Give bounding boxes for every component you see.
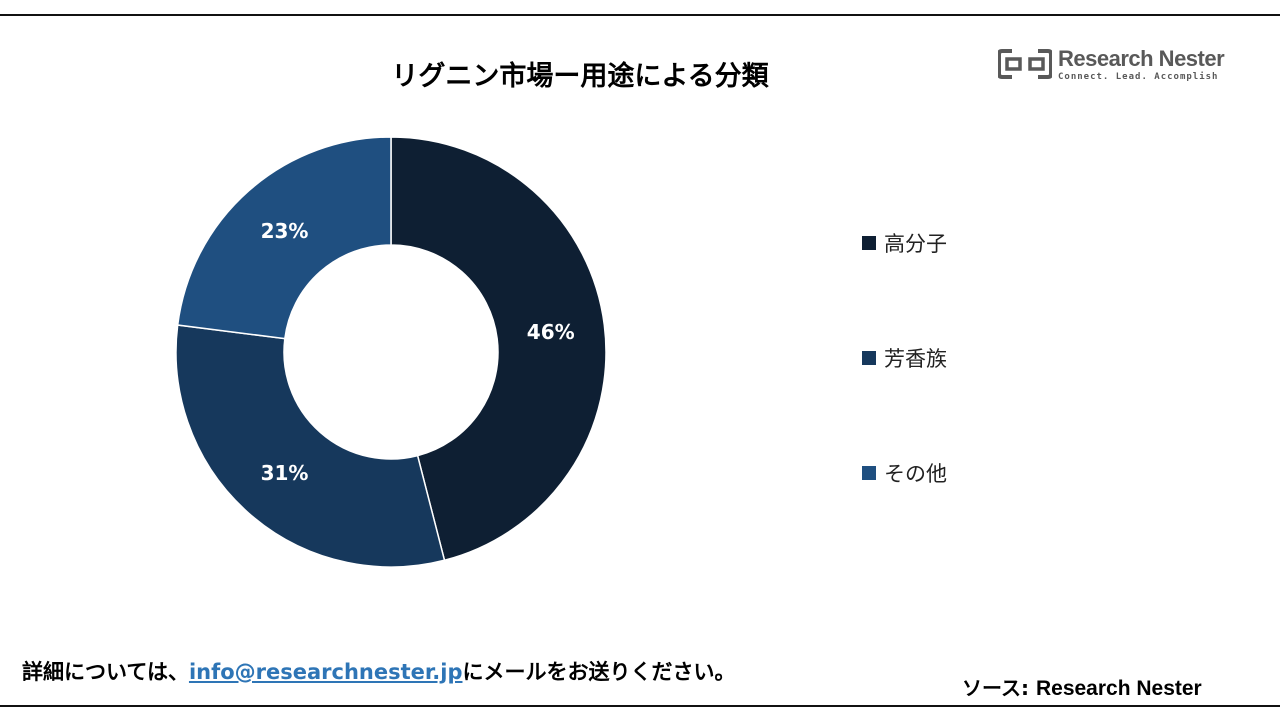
slice-aromatic — [175, 324, 446, 568]
legend-label-polymer: 高分子 — [884, 232, 947, 256]
logo-name: Research Nester — [1058, 46, 1225, 71]
legend-swatch-other — [862, 466, 876, 480]
source-credit: ソース: Research Nester — [962, 672, 1202, 701]
data-label-aromatic: 31% — [261, 461, 309, 485]
contact-note: 詳細については、info@researchnester.jpにメールをお送りくだ… — [22, 656, 735, 686]
top-rule — [0, 14, 1280, 16]
bottom-rule — [0, 705, 1280, 707]
legend-label-aromatic: 芳香族 — [884, 347, 947, 371]
contact-suffix: にメールをお送りください。 — [462, 660, 736, 684]
legend-item-other: その他 — [862, 458, 947, 488]
data-label-other: 23% — [261, 219, 309, 243]
data-label-polymer: 46% — [527, 320, 575, 344]
research-nester-logo: Research Nester Connect. Lead. Accomplis… — [998, 44, 1228, 88]
legend-item-aromatic: 芳香族 — [862, 343, 947, 373]
logo-mark-icon — [998, 49, 1052, 79]
logo-tagline: Connect. Lead. Accomplish — [1058, 72, 1219, 82]
source-label: ソース: — [962, 676, 1036, 700]
slice-other — [176, 136, 392, 340]
legend-item-polymer: 高分子 — [862, 228, 947, 258]
slice-polymer — [390, 136, 607, 562]
legend-swatch-polymer — [862, 236, 876, 250]
contact-email-link[interactable]: info@researchnester.jp — [188, 660, 463, 684]
contact-prefix: 詳細については、 — [22, 660, 189, 684]
legend-swatch-aromatic — [862, 351, 876, 365]
legend-label-other: その他 — [884, 462, 947, 486]
source-name: Research Nester — [1035, 677, 1202, 700]
page-title: リグニン市場ー用途による分類 — [391, 61, 769, 92]
